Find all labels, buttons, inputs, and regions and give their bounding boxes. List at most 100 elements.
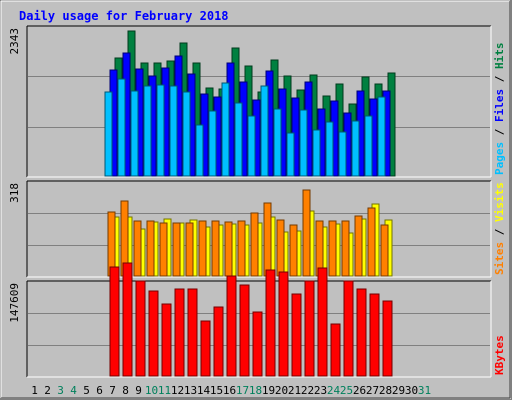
x-tick-day-3: 3 bbox=[57, 384, 64, 397]
bar-kbytes-day-25 bbox=[343, 280, 354, 377]
x-tick-day-5: 5 bbox=[83, 384, 90, 397]
x-tick-day-11: 11 bbox=[158, 384, 171, 397]
bar-sites-day-15 bbox=[211, 220, 220, 277]
bar-sites-day-18 bbox=[250, 212, 259, 277]
bar-sites-day-24 bbox=[328, 220, 337, 277]
legend-kbytes: KBytes bbox=[493, 335, 506, 375]
bar-kbytes-day-11 bbox=[161, 303, 172, 377]
x-tick-day-15: 15 bbox=[210, 384, 223, 397]
chart-title: Daily usage for February 2018 bbox=[19, 9, 229, 23]
panel-kbytes-legend: KBytes bbox=[493, 335, 506, 375]
x-tick-day-25: 25 bbox=[340, 384, 353, 397]
bar-pages-day-12 bbox=[169, 85, 178, 177]
x-tick-day-4: 4 bbox=[70, 384, 77, 397]
bar-sites-day-26 bbox=[354, 215, 363, 277]
bar-kbytes-day-12 bbox=[174, 288, 185, 377]
x-tick-day-2: 2 bbox=[44, 384, 51, 397]
panel-visits-legend: Sites / Visits bbox=[493, 182, 506, 275]
x-tick-day-14: 14 bbox=[197, 384, 211, 397]
x-tick-day-8: 8 bbox=[122, 384, 129, 397]
x-axis: 1 2 3 4 5 6 7 8 9 10 11 12 13 14 15 16 17 18 19 20 21 22 23 24 2… bbox=[31, 384, 431, 397]
bar-pages-day-9 bbox=[130, 90, 139, 177]
bar-sites-day-27 bbox=[367, 207, 376, 277]
bar-sites-day-17 bbox=[237, 220, 246, 277]
bar-kbytes-day-23 bbox=[317, 267, 328, 377]
x-tick-day-9: 9 bbox=[135, 384, 142, 397]
x-tick-day-6: 6 bbox=[96, 384, 103, 397]
panel-hits: 2343 Pages / Files / Hits bbox=[8, 25, 506, 178]
bar-pages-day-25 bbox=[338, 131, 347, 177]
bar-pages-day-26 bbox=[351, 120, 360, 177]
x-tick-day-17: 17 bbox=[236, 384, 249, 397]
bar-kbytes-day-15 bbox=[213, 306, 224, 377]
x-tick-day-7: 7 bbox=[109, 384, 116, 397]
bar-sites-day-13 bbox=[185, 222, 194, 277]
x-tick-day-23: 23 bbox=[314, 384, 327, 397]
bar-kbytes-day-26 bbox=[356, 288, 367, 377]
bar-kbytes-day-27 bbox=[369, 293, 380, 377]
legend-sites: Sites bbox=[493, 242, 506, 275]
x-tick-day-29: 29 bbox=[392, 384, 405, 397]
x-tick-day-30: 30 bbox=[405, 384, 418, 397]
bar-pages-day-27 bbox=[364, 115, 373, 177]
bar-pages-day-14 bbox=[195, 124, 204, 177]
bar-kbytes-day-13 bbox=[187, 288, 198, 377]
x-tick-day-16: 16 bbox=[223, 384, 236, 397]
bar-kbytes-day-24 bbox=[330, 323, 341, 377]
bar-kbytes-day-18 bbox=[252, 311, 263, 377]
bar-sites-day-11 bbox=[159, 222, 168, 277]
x-tick-day-28: 28 bbox=[379, 384, 392, 397]
bar-pages-day-17 bbox=[234, 102, 243, 177]
bar-sites-day-22 bbox=[302, 189, 311, 277]
x-tick-day-21: 21 bbox=[288, 384, 301, 397]
legend-files: Files bbox=[493, 89, 506, 122]
x-tick-day-18: 18 bbox=[249, 384, 262, 397]
x-tick-day-27: 27 bbox=[366, 384, 379, 397]
x-tick-day-20: 20 bbox=[275, 384, 288, 397]
bar-pages-day-8 bbox=[117, 78, 126, 177]
x-tick-day-31: 31 bbox=[418, 384, 431, 397]
bar-kbytes-day-21 bbox=[291, 293, 302, 377]
panel-kbytes: 147609 KBytes bbox=[8, 262, 506, 378]
bar-pages-day-7 bbox=[104, 91, 113, 177]
bar-sites-day-21 bbox=[289, 224, 298, 277]
bar-pages-day-13 bbox=[182, 91, 191, 177]
bar-pages-day-16 bbox=[221, 82, 230, 177]
bar-sites-day-12 bbox=[172, 222, 181, 277]
bar-kbytes-day-19 bbox=[265, 269, 276, 377]
bar-pages-day-15 bbox=[208, 110, 217, 177]
bar-kbytes-day-9 bbox=[135, 280, 146, 377]
legend-pages: Pages bbox=[493, 142, 506, 175]
bar-pages-day-20 bbox=[273, 108, 282, 177]
bar-pages-day-22 bbox=[299, 109, 308, 177]
bar-sites-day-25 bbox=[341, 220, 350, 277]
x-tick-day-12: 12 bbox=[171, 384, 184, 397]
bar-sites-day-14 bbox=[198, 220, 207, 277]
bar-pages-day-23 bbox=[312, 129, 321, 177]
bar-pages-day-24 bbox=[325, 121, 334, 177]
x-tick-day-10: 10 bbox=[145, 384, 158, 397]
panel-kbytes-max-label: 147609 bbox=[8, 283, 21, 323]
chart-panels: 2343 Pages / Files / Hits 318 Sites / Visit… bbox=[8, 25, 506, 378]
bar-kbytes-day-17 bbox=[239, 284, 250, 377]
bar-kbytes-day-14 bbox=[200, 320, 211, 377]
bar-kbytes-day-22 bbox=[304, 280, 315, 377]
panel-visits: 318 Sites / Visits bbox=[8, 180, 506, 278]
bar-sites-day-10 bbox=[146, 220, 155, 277]
legend-separator: / bbox=[493, 122, 506, 142]
panel-hits-legend: Pages / Files / Hits bbox=[493, 43, 506, 176]
legend-hits: Hits bbox=[493, 43, 506, 70]
x-tick-day-26: 26 bbox=[353, 384, 366, 397]
x-tick-day-22: 22 bbox=[301, 384, 314, 397]
legend-visits: Visits bbox=[493, 182, 506, 222]
bar-kbytes-day-28 bbox=[382, 300, 393, 377]
legend-separator: / bbox=[493, 222, 506, 242]
bar-pages-day-28 bbox=[377, 96, 386, 177]
bar-kbytes-day-10 bbox=[148, 290, 159, 377]
x-tick-day-1: 1 bbox=[31, 384, 38, 397]
bar-kbytes-day-20 bbox=[278, 271, 289, 377]
bar-pages-day-11 bbox=[156, 84, 165, 177]
legend-separator: / bbox=[493, 69, 506, 89]
